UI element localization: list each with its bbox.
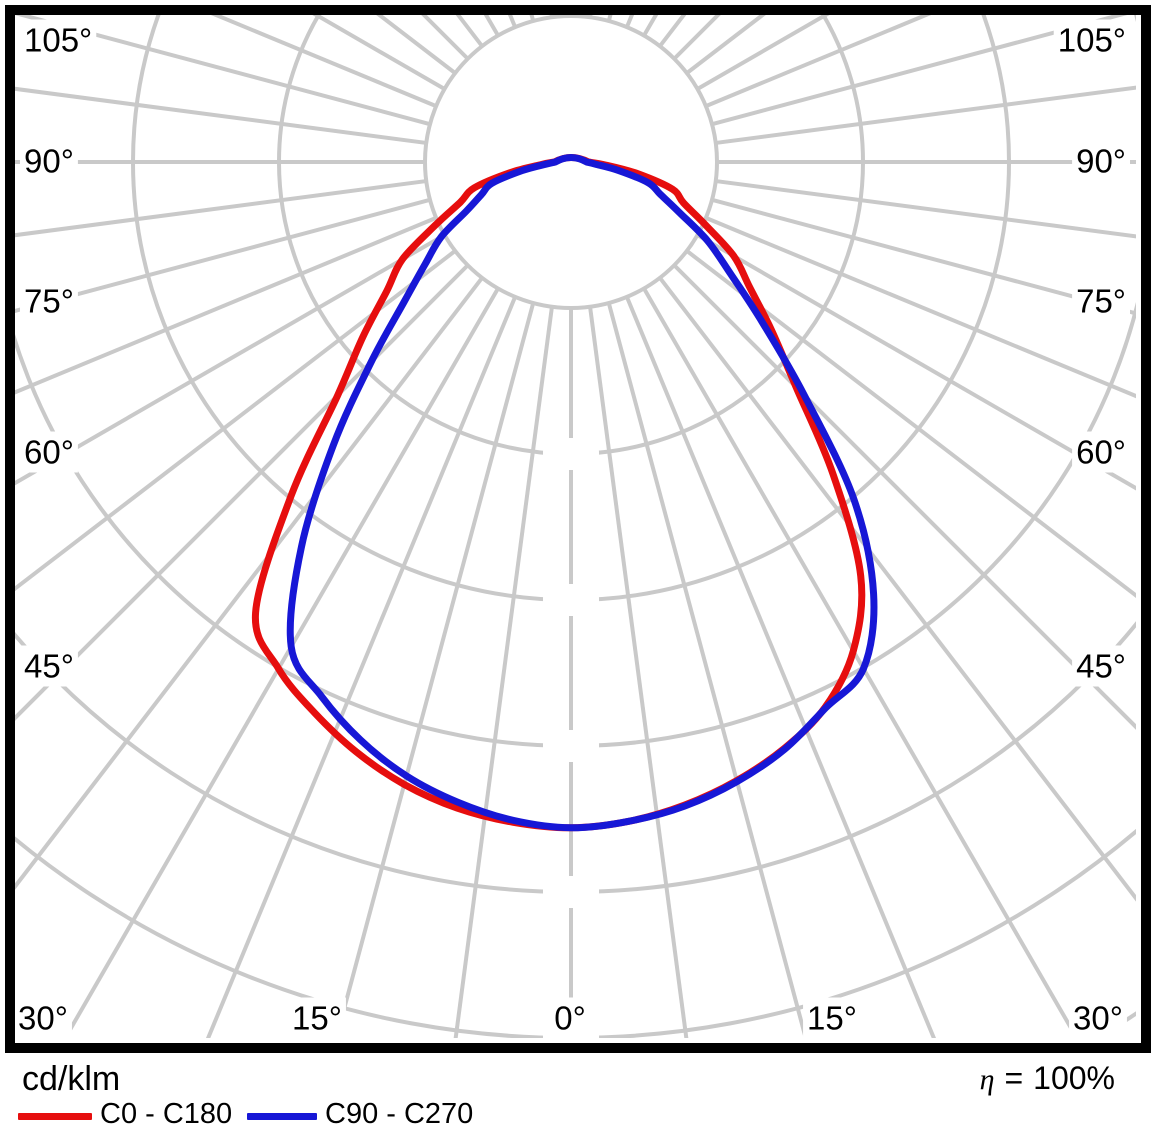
angle-label: 45° (1076, 648, 1126, 685)
angle-label: 60° (1076, 434, 1126, 471)
angle-label: 75° (1076, 283, 1126, 320)
angle-label: 15° (292, 1000, 342, 1037)
radial-unit-label: cd/klm (22, 1060, 121, 1098)
angle-label: 0° (554, 1000, 586, 1037)
legend-swatch-c0-c180 (18, 1113, 92, 1120)
eta-symbol: η (979, 1063, 995, 1096)
eta-value: 100% (1033, 1060, 1115, 1096)
angle-label: 105° (1058, 22, 1126, 59)
legend-label-c0-c180: C0 - C180 (100, 1098, 233, 1130)
angle-label: 75° (24, 283, 74, 320)
curve-C90-C270 (286, 154, 878, 832)
angle-label: 60° (24, 434, 74, 471)
angle-label: 105° (24, 22, 92, 59)
intensity-curves (251, 154, 878, 832)
eta-equals: = (1004, 1060, 1024, 1096)
efficiency-label: η = 100% (980, 1060, 1115, 1097)
angle-label: 15° (807, 1000, 857, 1037)
chart-frame (5, 5, 1151, 1053)
angle-label: 90° (1076, 143, 1126, 180)
angle-label: 30° (18, 1000, 68, 1037)
angle-labels: 105° 90° 75° 60° 45° 105° 90° 75° 60° 45° 30° 15° 0°… (15, 19, 1130, 1038)
legend: C0 - C180 C90 - C270 (0, 1096, 1164, 1136)
angle-label: 90° (24, 143, 74, 180)
legend-label-c90-c270: C90 - C270 (325, 1098, 474, 1130)
angle-label: 45° (24, 648, 74, 685)
angle-label: 30° (1073, 1000, 1123, 1037)
legend-swatch-c90-c270 (247, 1113, 317, 1120)
